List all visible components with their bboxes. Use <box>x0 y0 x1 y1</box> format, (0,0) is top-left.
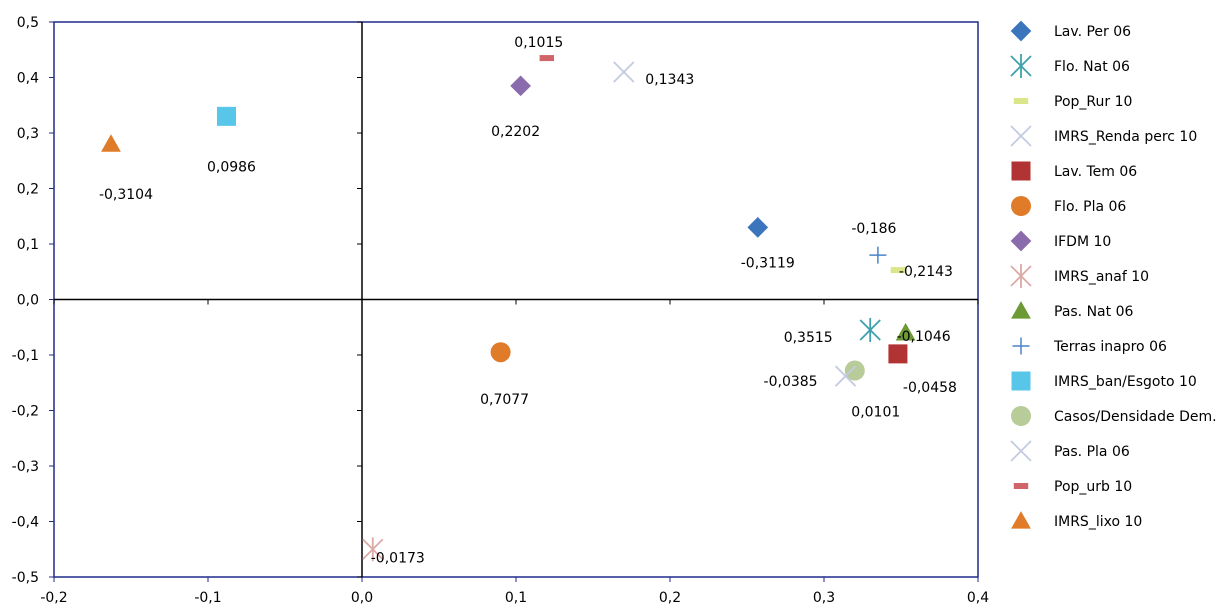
data-label: 0,0986 <box>207 159 256 175</box>
legend-label: IMRS_Renda perc 10 <box>1054 129 1197 145</box>
data-label: 0,0101 <box>851 405 900 421</box>
data-point <box>510 75 531 97</box>
legend-item: IFDM 10 <box>1010 230 1111 252</box>
legend-label: Flo. Pla 06 <box>1054 199 1126 215</box>
data-point <box>362 537 384 562</box>
legend-label: Pop_urb 10 <box>1054 479 1132 495</box>
legend-label: Pas. Nat 06 <box>1054 304 1133 320</box>
legend-marker <box>1012 337 1030 355</box>
x-tick-label: -0,2 <box>40 590 67 606</box>
legend-marker <box>1010 125 1032 147</box>
data-label: -0,0173 <box>371 550 425 566</box>
legend-item: IMRS_lixo 10 <box>1011 511 1142 530</box>
legend-marker <box>1013 98 1029 104</box>
data-label: -0,3104 <box>99 187 153 203</box>
legend-item: Pop_Rur 10 <box>1013 94 1132 110</box>
legend-label: IMRS_anaf 10 <box>1054 269 1149 285</box>
legend-item: Pas. Nat 06 <box>1011 301 1133 320</box>
legend-label: Lav. Tem 06 <box>1054 164 1137 180</box>
y-tick-label: 0,2 <box>17 182 39 198</box>
data-label: 0,7077 <box>480 392 529 408</box>
legend-marker <box>1011 301 1031 319</box>
legend-label: Pop_Rur 10 <box>1054 94 1132 110</box>
data-label: 0,3515 <box>784 330 833 346</box>
y-tick-label: 0,0 <box>17 293 39 309</box>
data-point <box>895 322 916 341</box>
legend-item: Pas. Pla 06 <box>1010 440 1130 462</box>
legend-marker <box>1010 54 1032 78</box>
legend: Lav. Per 06 Flo. Nat 06 Pop_Rur 10 IMRS_Ren… <box>1010 20 1217 530</box>
x-tick-label: 0,4 <box>967 590 989 606</box>
data-label: -0,3119 <box>741 255 795 271</box>
legend-item: Flo. Nat 06 <box>1010 54 1130 78</box>
legend-label: Terras inapro 06 <box>1053 339 1167 355</box>
legend-item: Flo. Pla 06 <box>1011 196 1126 216</box>
legend-label: IFDM 10 <box>1054 234 1111 250</box>
legend-marker <box>1010 20 1032 42</box>
data-point <box>859 318 881 343</box>
data-label: 0,2202 <box>491 124 540 140</box>
legend-marker <box>1011 371 1031 391</box>
legend-item: IMRS_anaf 10 <box>1010 264 1149 288</box>
data-point <box>216 106 236 126</box>
legend-label: Pas. Pla 06 <box>1054 444 1130 460</box>
x-tick-label: 0,1 <box>505 590 527 606</box>
axes: -0,2 -0,1 0,0 0,1 0,2 0,3 0,4 0,5 0,4 0,3 0,2 0,1 0,… <box>12 15 990 606</box>
legend-label: Flo. Nat 06 <box>1054 59 1130 75</box>
legend-label: IMRS_lixo 10 <box>1054 514 1142 530</box>
y-tick-label: -0,3 <box>12 459 39 475</box>
x-tick-label: -0,1 <box>194 590 221 606</box>
data-label: -0,1046 <box>897 329 951 345</box>
legend-item: IMRS_ban/Esgoto 10 <box>1011 371 1197 391</box>
y-tick-label: 0,5 <box>17 15 39 31</box>
legend-marker <box>1011 196 1031 216</box>
data-point <box>747 217 769 238</box>
legend-label: Casos/Densidade Dem. <box>1054 409 1217 425</box>
data-point <box>613 61 635 83</box>
data-label: -0,2143 <box>899 264 953 280</box>
y-tick-label: 0,4 <box>17 71 39 87</box>
y-tick-label: -0,5 <box>12 570 39 586</box>
legend-marker <box>1010 264 1032 288</box>
data-point <box>888 344 908 364</box>
data-label: 0,1343 <box>645 72 694 88</box>
y-tick-label: -0,4 <box>12 515 39 531</box>
data-point <box>101 134 121 152</box>
legend-marker <box>1010 440 1032 462</box>
y-tick-label: -0,2 <box>12 404 39 420</box>
data-point <box>490 342 511 363</box>
data-point <box>834 365 857 387</box>
x-tick-label: 0,0 <box>351 590 373 606</box>
y-tick-label: 0,1 <box>17 237 39 253</box>
y-tick-label: -0,1 <box>12 348 39 364</box>
data-point <box>890 267 906 274</box>
legend-item: Casos/Densidade Dem. <box>1011 406 1217 426</box>
legend-marker <box>1010 230 1032 252</box>
data-label: -0,186 <box>851 221 896 237</box>
legend-label: Lav. Per 06 <box>1054 24 1131 40</box>
data-label: -0,0458 <box>903 380 957 396</box>
x-tick-label: 0,3 <box>813 590 835 606</box>
data-label: -0,0385 <box>764 374 818 390</box>
data-point <box>869 246 887 264</box>
data-point <box>539 55 554 62</box>
legend-marker <box>1011 511 1031 529</box>
data-points: -0,3119 0,3515 -0,2143 0,1343 -0,0458 0,7077 0… <box>99 35 957 566</box>
y-tick-label: 0,3 <box>17 126 39 142</box>
legend-item: IMRS_Renda perc 10 <box>1010 125 1197 147</box>
x-tick-label: 0,2 <box>659 590 681 606</box>
legend-item: Terras inapro 06 <box>1012 337 1167 355</box>
legend-item: Pop_urb 10 <box>1013 479 1132 495</box>
legend-item: Lav. Per 06 <box>1010 20 1131 42</box>
data-label: 0,1015 <box>514 35 563 51</box>
legend-marker <box>1013 483 1029 489</box>
legend-marker <box>1011 161 1031 181</box>
legend-marker <box>1011 406 1031 426</box>
legend-label: IMRS_ban/Esgoto 10 <box>1054 374 1197 390</box>
legend-item: Lav. Tem 06 <box>1011 161 1137 181</box>
data-point <box>844 360 865 381</box>
